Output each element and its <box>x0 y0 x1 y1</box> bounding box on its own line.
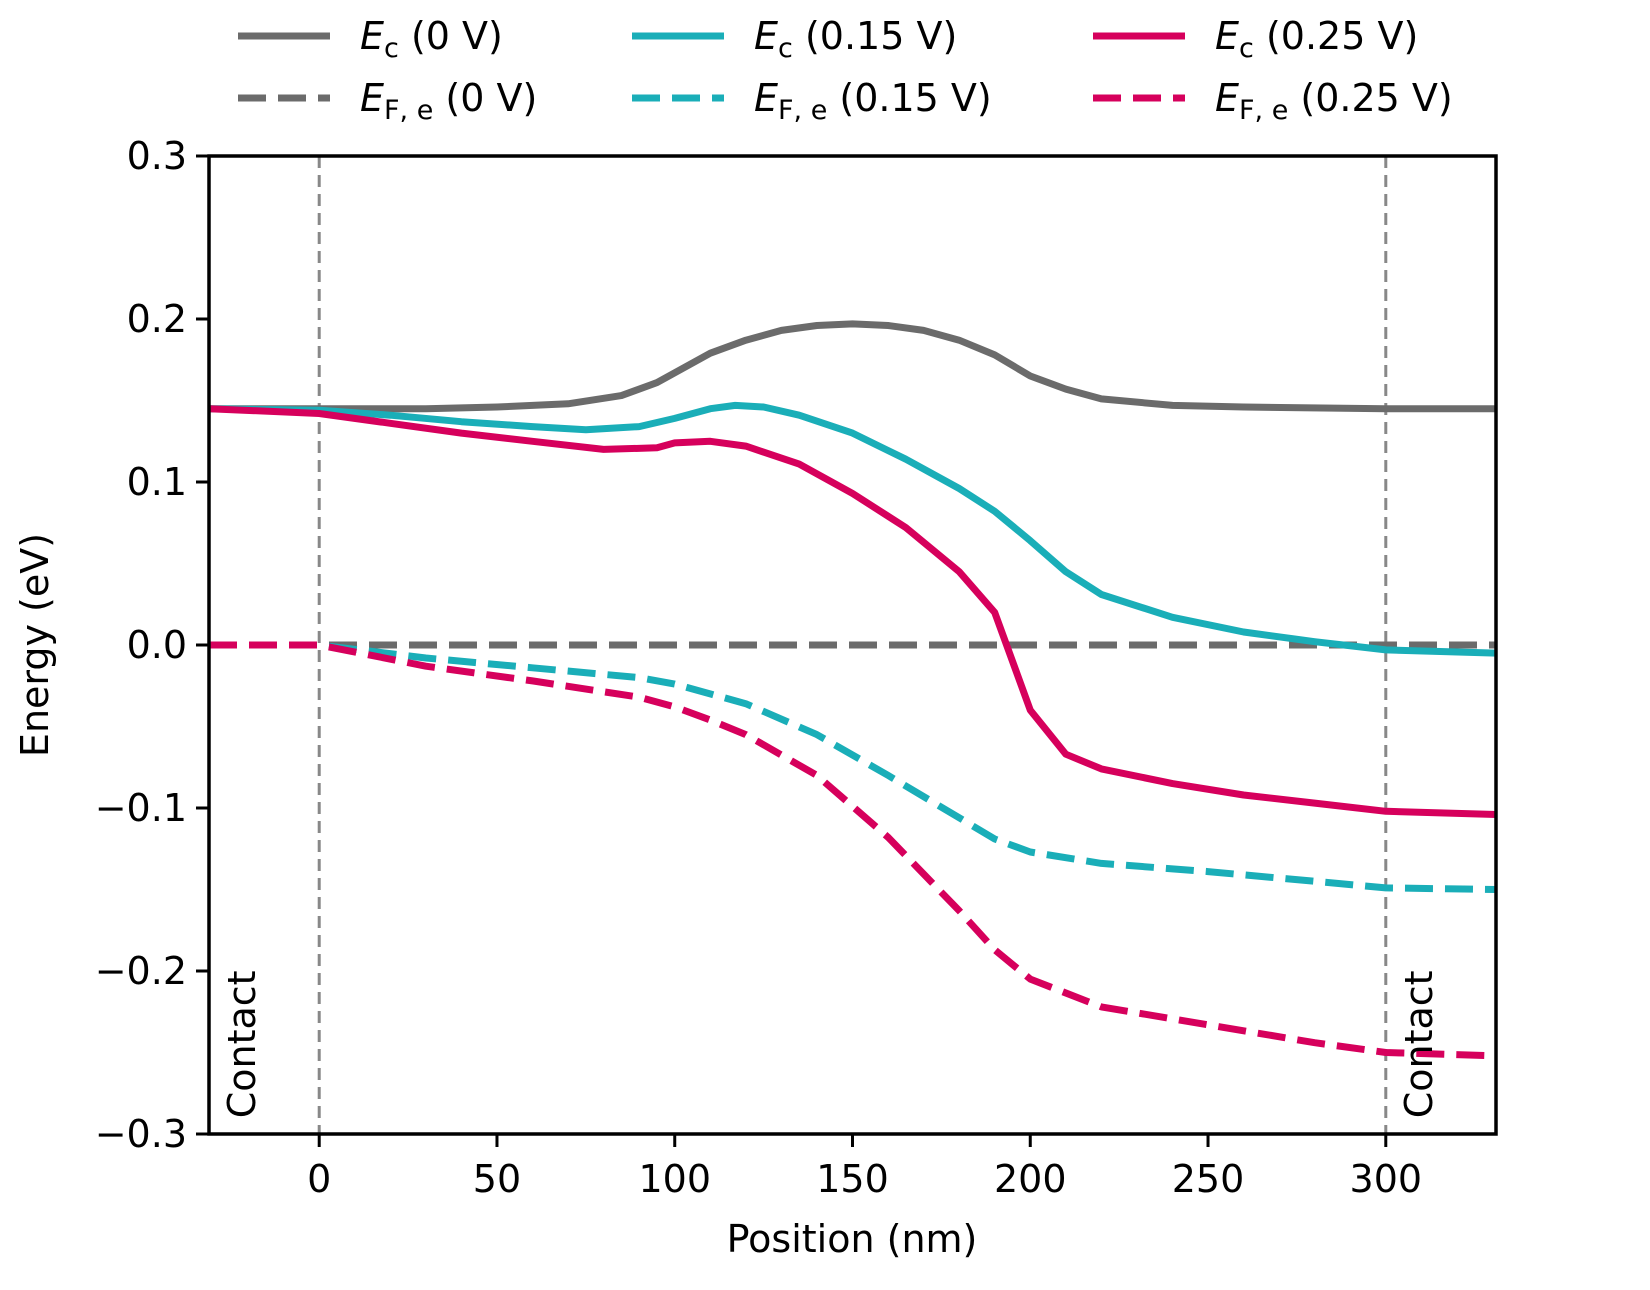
y-tick-label: −0.3 <box>95 1112 187 1156</box>
contact-annotation-2: Contact <box>1397 970 1441 1118</box>
y-tick-label: −0.2 <box>95 949 187 993</box>
series-lines <box>209 320 1496 1060</box>
legend-entry-1: Ec (0 V) <box>238 14 503 64</box>
plot-area: Contact Contact <box>207 154 1498 1136</box>
contact-annotation-1: Contact <box>220 970 264 1118</box>
series-line-4 <box>209 641 1496 893</box>
x-tick-label: 0 <box>307 1157 331 1201</box>
y-tick-label: 0.2 <box>127 297 187 341</box>
x-tick-label: 100 <box>638 1157 711 1201</box>
y-tick-label: 0.1 <box>127 460 187 504</box>
series-line-5 <box>209 405 1496 818</box>
legend-label: Ec (0.25 V) <box>1215 14 1418 64</box>
legend-label: EF, e (0.15 V) <box>754 76 992 126</box>
legend-label: Ec (0.15 V) <box>754 14 957 64</box>
y-tick-label: 0.0 <box>127 623 187 667</box>
x-axis-ticks: 0 50 100 150 200 250 300 <box>307 1134 1422 1201</box>
x-tick-label: 150 <box>816 1157 889 1201</box>
x-tick-label: 300 <box>1350 1157 1423 1201</box>
legend-entry-2: EF, e (0 V) <box>238 76 537 126</box>
annotations: Contact Contact <box>220 970 1441 1118</box>
legend-label: Ec (0 V) <box>360 14 503 64</box>
y-axis-title: Energy (eV) <box>13 533 57 757</box>
legend-label: EF, e (0.25 V) <box>1215 76 1453 126</box>
legend-label: EF, e (0 V) <box>360 76 537 126</box>
legend-entry-4: EF, e (0.15 V) <box>632 76 992 126</box>
legend-entry-6: EF, e (0.25 V) <box>1093 76 1453 126</box>
y-axis-ticks: 0.3 0.2 0.1 0.0 −0.1 −0.2 −0.3 <box>95 134 209 1156</box>
x-tick-label: 250 <box>1172 1157 1245 1201</box>
y-tick-label: −0.1 <box>95 786 187 830</box>
series-line-3 <box>209 401 1496 657</box>
x-tick-label: 200 <box>994 1157 1067 1201</box>
legend-entry-3: Ec (0.15 V) <box>632 14 957 64</box>
legend: Ec (0 V) EF, e (0 V) Ec (0.15 V) EF, e (0.1… <box>238 14 1453 126</box>
series-line-6 <box>209 641 1496 1060</box>
y-tick-label: 0.3 <box>127 134 187 178</box>
contact-lines <box>317 156 1388 1134</box>
series-line-1 <box>209 320 1496 413</box>
x-tick-label: 50 <box>473 1157 521 1201</box>
x-axis-title: Position (nm) <box>727 1217 978 1261</box>
legend-entry-5: Ec (0.25 V) <box>1093 14 1418 64</box>
